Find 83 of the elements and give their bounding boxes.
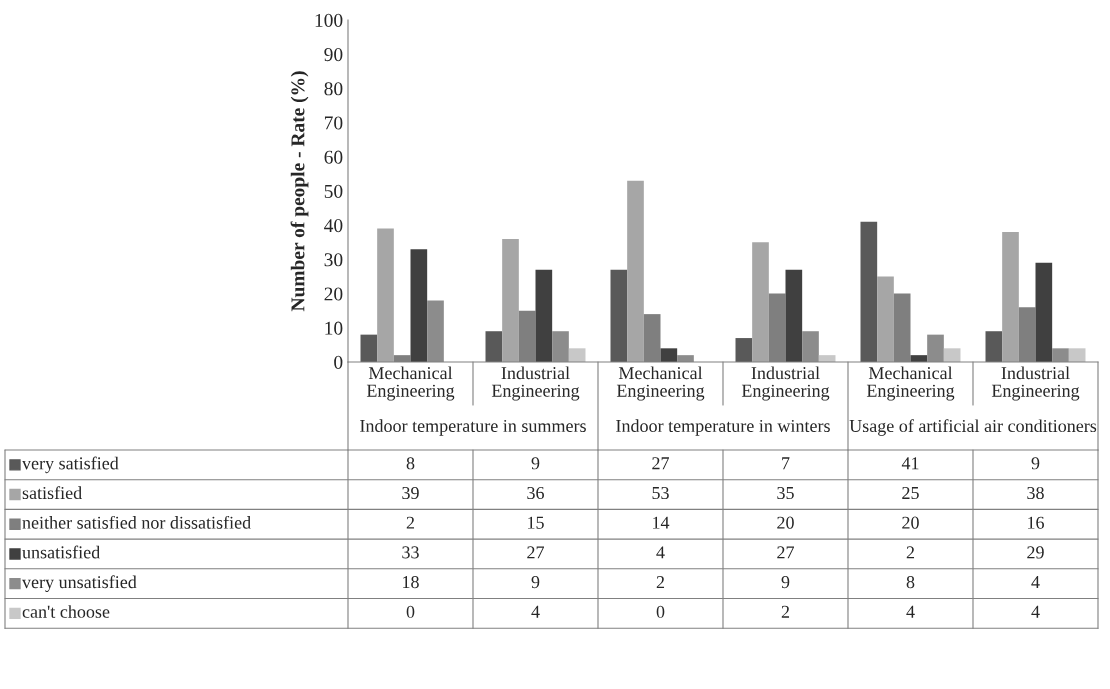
- bar: [502, 238, 519, 362]
- data-label: 2: [406, 516, 415, 529]
- data-label: 27: [527, 546, 545, 559]
- data-label: 8: [906, 575, 915, 589]
- bar: [1002, 232, 1019, 362]
- data-label: 25: [902, 486, 919, 500]
- bar: [1068, 348, 1086, 362]
- legend-label: very unsatisfied: [22, 575, 137, 592]
- bar: [660, 348, 678, 362]
- bar: [1035, 262, 1053, 362]
- data-label: 2: [906, 546, 915, 559]
- bar: [860, 221, 878, 362]
- data-label: 16: [1028, 516, 1044, 529]
- bar: [627, 180, 644, 362]
- y-tick-label: 80: [324, 82, 343, 96]
- data-label: 33: [402, 546, 419, 559]
- data-label: 39: [402, 486, 419, 500]
- data-label: 20: [902, 516, 919, 529]
- bar: [943, 348, 961, 362]
- data-label: 35: [777, 486, 794, 500]
- data-label: 53: [652, 486, 669, 500]
- x-tick-label: Industrial Engineering: [741, 366, 830, 401]
- bar: [877, 276, 894, 362]
- data-label: 9: [531, 576, 540, 589]
- data-label: 41: [901, 457, 919, 470]
- x-tick-label: Industrial Engineering: [491, 366, 580, 401]
- data-label: 4: [1031, 605, 1040, 618]
- text: Usage of artificial air conditioners: [849, 419, 1097, 436]
- legend-label: neither satisfied nor dissatisfied: [22, 515, 251, 529]
- data-label: 4: [906, 605, 915, 618]
- legend-label: satisfied: [22, 486, 82, 500]
- y-tick-label: 70: [324, 116, 343, 130]
- bar: [752, 242, 769, 362]
- data-label: 4: [656, 546, 665, 559]
- data-label: 15: [528, 516, 544, 529]
- y-tick-label: 90: [324, 48, 343, 62]
- x-tick-label: Mechanical Engineering: [866, 366, 955, 401]
- bar: [785, 269, 803, 362]
- data-label: 0: [656, 605, 665, 618]
- data-label: 9: [531, 457, 540, 470]
- data-label: 8: [406, 457, 415, 470]
- legend-label: unsatisfied: [22, 545, 101, 559]
- data-label: 0: [406, 605, 415, 618]
- y-tick-label: 60: [324, 150, 343, 164]
- bar: [535, 269, 553, 362]
- y-tick-label: 30: [324, 253, 343, 267]
- data-label: 9: [781, 576, 790, 589]
- data-label: 29: [1027, 546, 1044, 559]
- data-label: 38: [1027, 486, 1044, 500]
- bar: [735, 338, 753, 362]
- data-label: 7: [782, 457, 790, 470]
- text: Indoor temperature in winters: [616, 419, 830, 436]
- data-label: 18: [403, 575, 419, 589]
- bar: [985, 331, 1003, 362]
- y-tick-label: 50: [324, 184, 343, 198]
- bar: [485, 331, 503, 362]
- bar: [568, 348, 586, 362]
- bar: [410, 249, 428, 362]
- bar: [360, 334, 378, 362]
- data-label: 14: [653, 516, 670, 529]
- data-label: 20: [777, 516, 794, 529]
- y-tick-label: 40: [324, 219, 343, 233]
- y-axis-title: Number of people - Rate (%): [290, 71, 309, 312]
- data-label: 2: [781, 605, 790, 618]
- y-tick-label: 10: [325, 321, 343, 335]
- text: Indoor temperature in summers: [360, 419, 586, 436]
- bar: [610, 269, 628, 362]
- x-tick-label: Mechanical Engineering: [366, 366, 455, 401]
- y-tick-label: 100: [315, 13, 343, 27]
- data-label: 27: [652, 457, 670, 470]
- data-label: 4: [531, 605, 540, 618]
- data-label: 2: [656, 576, 665, 588]
- legend-label: very satisfied: [22, 456, 119, 474]
- data-label: 4: [1031, 576, 1040, 588]
- data-label: 27: [777, 546, 795, 559]
- x-tick-label: Mechanical Engineering: [616, 366, 705, 401]
- y-tick-label: 0: [334, 355, 343, 369]
- data-label: 36: [527, 486, 544, 500]
- y-tick-label: 20: [324, 287, 343, 301]
- x-tick-label: Industrial Engineering: [991, 366, 1080, 401]
- legend-label: can't choose: [22, 605, 110, 618]
- bar: [377, 228, 394, 362]
- data-label: 9: [1031, 457, 1040, 470]
